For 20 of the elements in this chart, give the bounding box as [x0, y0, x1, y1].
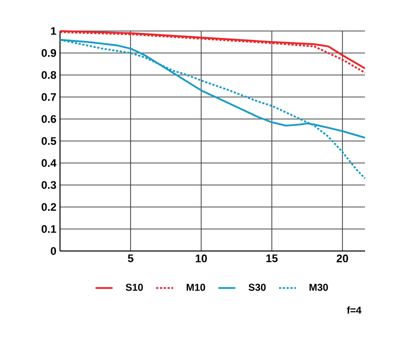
- y-tick-label: 0: [50, 247, 56, 255]
- y-tick-label: 0.3: [42, 181, 56, 189]
- y-tick-label: 1: [51, 27, 56, 35]
- y-tick-label: 0.2: [42, 203, 56, 211]
- y-tick-label: 0.1: [42, 225, 56, 233]
- legend-label: M30: [310, 284, 328, 291]
- y-tick-label: 0.6: [42, 115, 56, 123]
- y-tick-label: 0.8: [42, 71, 56, 79]
- y-tick-label: 0.4: [42, 159, 56, 167]
- x-tick-label: 5: [128, 254, 134, 262]
- text: f=4: [346, 306, 362, 314]
- y-tick-label: 0.5: [42, 137, 56, 145]
- y-tick-label: 0.9: [42, 49, 56, 57]
- x-tick-label: 15: [266, 254, 278, 262]
- x-tick-label: 20: [336, 254, 348, 262]
- y-tick-label: 0.7: [42, 93, 56, 101]
- legend-label: S10: [126, 284, 143, 291]
- legend-label: M10: [186, 284, 206, 291]
- legend-label: S30: [248, 284, 266, 291]
- x-tick-label: 10: [196, 254, 207, 262]
